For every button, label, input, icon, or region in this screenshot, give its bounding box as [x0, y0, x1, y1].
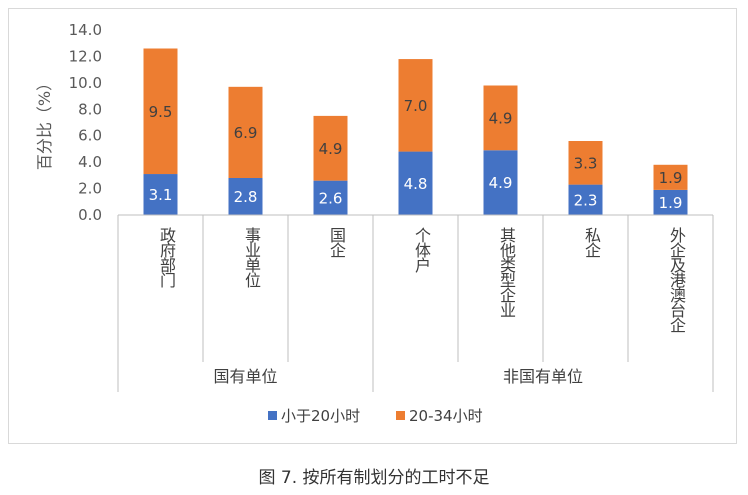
legend-label: 小于20小时 [281, 407, 360, 425]
y-tick-label: 12.0 [69, 47, 102, 65]
bar-under20-4 [483, 150, 518, 215]
bar-20to34-4 [483, 85, 518, 151]
legend-label: 20-34小时 [409, 407, 483, 425]
x-category-label: 私企 [582, 227, 601, 258]
bar-under20-6 [653, 189, 688, 215]
stacked-bar-chart: 0.0 2.0 4.0 6.0 8.0 10.0 12.0 14.0 百分比（%） 3.1 9.5 2… [35, 21, 714, 425]
data-label: 7.0 [404, 97, 428, 115]
legend-swatch [268, 411, 277, 420]
x-category-label: 事业单位 [242, 227, 261, 288]
y-tick-label: 8.0 [78, 100, 102, 118]
data-label: 9.5 [149, 103, 173, 121]
data-label: 4.9 [489, 109, 513, 127]
x-category-label: 个体户 [412, 227, 431, 273]
y-tick-label: 0.0 [78, 206, 102, 224]
data-label: 3.3 [574, 154, 598, 172]
data-label: 3.1 [149, 186, 173, 204]
bar-20to34-5 [568, 141, 603, 185]
data-label: 4.9 [319, 140, 343, 158]
data-label: 2.6 [319, 189, 343, 207]
y-axis-title: 百分比（%） [35, 75, 54, 170]
y-tick-label: 2.0 [78, 180, 102, 198]
bar-under20-1 [228, 178, 263, 215]
legend-swatch [396, 411, 405, 420]
bar-20to34-6 [653, 164, 688, 190]
bar-under20-5 [568, 184, 603, 215]
bar-20to34-2 [313, 115, 348, 181]
y-tick-label: 4.0 [78, 153, 102, 171]
data-label: 1.9 [659, 169, 683, 187]
bar-20to34-0 [143, 48, 178, 175]
x-group-label: 国有单位 [213, 367, 277, 386]
bar-20to34-1 [228, 86, 263, 178]
x-category-label: 其他类型企业 [497, 227, 516, 317]
bar-20to34-3 [398, 59, 433, 152]
x-category-label: 外企及港澳台企 [667, 227, 686, 333]
data-label: 4.9 [489, 174, 513, 192]
bar-under20-3 [398, 151, 433, 215]
data-label: 4.8 [404, 175, 428, 193]
data-label: 1.9 [659, 194, 683, 212]
x-category-label: 政府部门 [157, 227, 176, 289]
data-label: 6.9 [234, 124, 258, 142]
y-tick-label: 6.0 [78, 127, 102, 145]
y-tick-label: 14.0 [69, 21, 102, 39]
data-label: 2.8 [234, 188, 258, 206]
data-label: 2.3 [574, 191, 598, 209]
figure-caption: 图 7. 按所有制划分的工时不足 [258, 468, 490, 488]
bar-under20-2 [313, 180, 348, 215]
x-category-label: 国企 [327, 227, 346, 258]
y-tick-label: 10.0 [69, 74, 102, 92]
x-group-label: 非国有单位 [503, 367, 583, 386]
bar-under20-0 [143, 174, 178, 215]
